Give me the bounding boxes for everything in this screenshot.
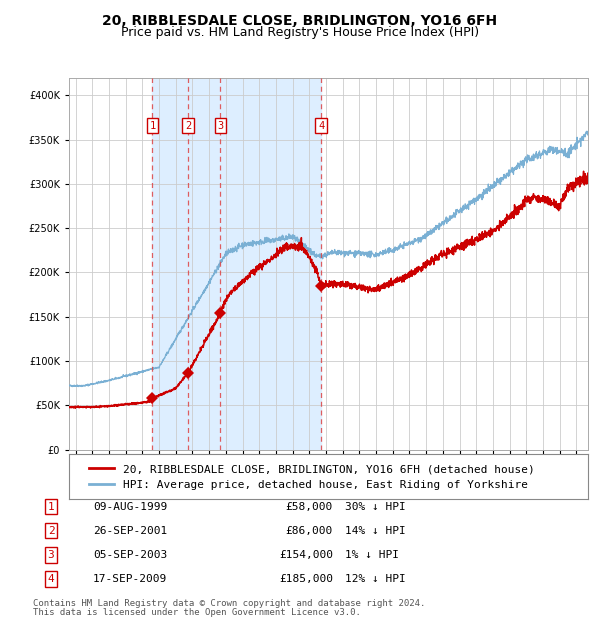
Text: 14% ↓ HPI: 14% ↓ HPI (345, 526, 406, 536)
Text: 3: 3 (217, 121, 223, 131)
Text: 12% ↓ HPI: 12% ↓ HPI (345, 574, 406, 584)
Text: 1% ↓ HPI: 1% ↓ HPI (345, 550, 399, 560)
Text: 26-SEP-2001: 26-SEP-2001 (93, 526, 167, 536)
Text: 05-SEP-2003: 05-SEP-2003 (93, 550, 167, 560)
Text: 3: 3 (47, 550, 55, 560)
Text: 1: 1 (149, 121, 155, 131)
Text: 30% ↓ HPI: 30% ↓ HPI (345, 502, 406, 512)
Bar (152, 78, 321, 450)
Text: 20, RIBBLESDALE CLOSE, BRIDLINGTON, YO16 6FH: 20, RIBBLESDALE CLOSE, BRIDLINGTON, YO16… (103, 14, 497, 28)
Text: This data is licensed under the Open Government Licence v3.0.: This data is licensed under the Open Gov… (33, 608, 361, 617)
Text: £86,000: £86,000 (286, 526, 333, 536)
Text: Price paid vs. HM Land Registry's House Price Index (HPI): Price paid vs. HM Land Registry's House … (121, 26, 479, 39)
Text: 4: 4 (47, 574, 55, 584)
Text: 2: 2 (185, 121, 191, 131)
Legend: 20, RIBBLESDALE CLOSE, BRIDLINGTON, YO16 6FH (detached house), HPI: Average pric: 20, RIBBLESDALE CLOSE, BRIDLINGTON, YO16… (85, 459, 539, 494)
Text: 4: 4 (318, 121, 324, 131)
Text: 2: 2 (47, 526, 55, 536)
Text: 1: 1 (47, 502, 55, 512)
Text: £58,000: £58,000 (286, 502, 333, 512)
Text: Contains HM Land Registry data © Crown copyright and database right 2024.: Contains HM Land Registry data © Crown c… (33, 598, 425, 608)
Text: 17-SEP-2009: 17-SEP-2009 (93, 574, 167, 584)
Text: 09-AUG-1999: 09-AUG-1999 (93, 502, 167, 512)
Text: £185,000: £185,000 (279, 574, 333, 584)
Text: £154,000: £154,000 (279, 550, 333, 560)
